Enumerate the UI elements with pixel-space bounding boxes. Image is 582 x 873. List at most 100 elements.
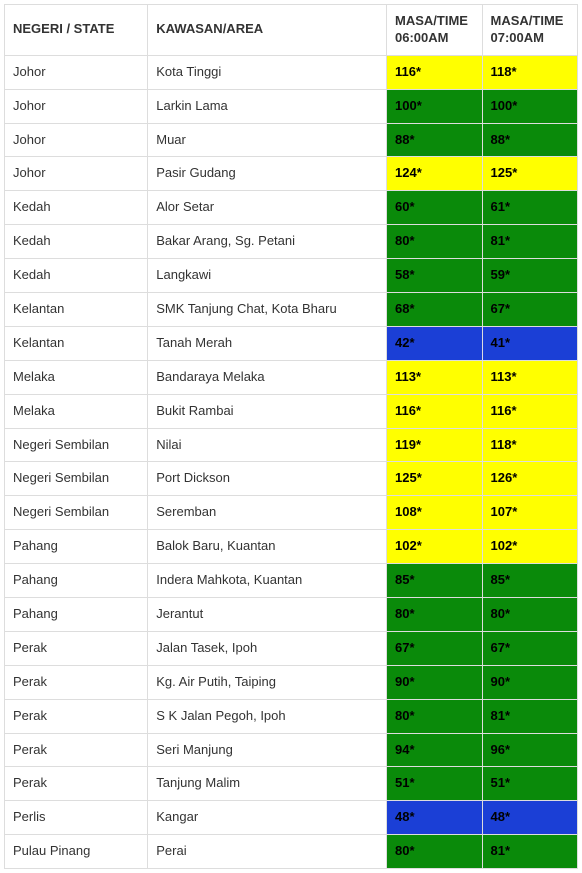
table-row: PerakTanjung Malim51*51* [5, 767, 578, 801]
table-row: Pulau PinangPerai80*81* [5, 835, 578, 869]
cell-t0700: 81* [482, 225, 578, 259]
cell-t0600: 60* [387, 191, 483, 225]
table-row: PerakKg. Air Putih, Taiping90*90* [5, 665, 578, 699]
cell-state: Pahang [5, 598, 148, 632]
cell-area: S K Jalan Pegoh, Ipoh [148, 699, 387, 733]
cell-t0700: 113* [482, 360, 578, 394]
cell-t0600: 124* [387, 157, 483, 191]
cell-t0600: 116* [387, 394, 483, 428]
cell-t0700: 48* [482, 801, 578, 835]
cell-t0600: 80* [387, 598, 483, 632]
cell-t0700: 59* [482, 259, 578, 293]
table-row: MelakaBandaraya Melaka113*113* [5, 360, 578, 394]
cell-state: Perak [5, 733, 148, 767]
cell-t0600: 80* [387, 835, 483, 869]
cell-state: Kelantan [5, 326, 148, 360]
table-row: JohorMuar88*88* [5, 123, 578, 157]
cell-t0600: 48* [387, 801, 483, 835]
cell-t0600: 58* [387, 259, 483, 293]
cell-area: SMK Tanjung Chat, Kota Bharu [148, 293, 387, 327]
table-row: JohorLarkin Lama100*100* [5, 89, 578, 123]
cell-state: Perak [5, 631, 148, 665]
cell-t0700: 80* [482, 598, 578, 632]
cell-area: Bakar Arang, Sg. Petani [148, 225, 387, 259]
cell-t0600: 85* [387, 564, 483, 598]
cell-t0700: 90* [482, 665, 578, 699]
cell-state: Kelantan [5, 293, 148, 327]
cell-t0600: 125* [387, 462, 483, 496]
cell-state: Perak [5, 699, 148, 733]
cell-t0600: 119* [387, 428, 483, 462]
table-row: JohorKota Tinggi116*118* [5, 55, 578, 89]
cell-state: Johor [5, 123, 148, 157]
cell-t0700: 118* [482, 55, 578, 89]
table-row: PahangBalok Baru, Kuantan102*102* [5, 530, 578, 564]
table-row: MelakaBukit Rambai116*116* [5, 394, 578, 428]
col-header-state: NEGERI / STATE [5, 5, 148, 56]
cell-area: Bukit Rambai [148, 394, 387, 428]
col-header-time-0600: MASA/TIME 06:00AM [387, 5, 483, 56]
cell-state: Melaka [5, 360, 148, 394]
cell-state: Negeri Sembilan [5, 428, 148, 462]
cell-t0600: 67* [387, 631, 483, 665]
cell-t0700: 126* [482, 462, 578, 496]
cell-state: Johor [5, 157, 148, 191]
cell-state: Pulau Pinang [5, 835, 148, 869]
cell-area: Bandaraya Melaka [148, 360, 387, 394]
cell-state: Johor [5, 55, 148, 89]
table-row: KelantanSMK Tanjung Chat, Kota Bharu68*6… [5, 293, 578, 327]
cell-t0700: 107* [482, 496, 578, 530]
cell-t0700: 61* [482, 191, 578, 225]
cell-t0700: 100* [482, 89, 578, 123]
api-readings-table: NEGERI / STATE KAWASAN/AREA MASA/TIME 06… [4, 4, 578, 869]
table-row: PerakJalan Tasek, Ipoh67*67* [5, 631, 578, 665]
cell-t0700: 96* [482, 733, 578, 767]
cell-state: Perak [5, 665, 148, 699]
table-header-row: NEGERI / STATE KAWASAN/AREA MASA/TIME 06… [5, 5, 578, 56]
cell-t0600: 80* [387, 699, 483, 733]
cell-area: Port Dickson [148, 462, 387, 496]
table-row: Negeri SembilanPort Dickson125*126* [5, 462, 578, 496]
cell-area: Kg. Air Putih, Taiping [148, 665, 387, 699]
table-row: KelantanTanah Merah42*41* [5, 326, 578, 360]
table-row: PerakS K Jalan Pegoh, Ipoh80*81* [5, 699, 578, 733]
col-header-time-0700: MASA/TIME 07:00AM [482, 5, 578, 56]
cell-t0600: 116* [387, 55, 483, 89]
table-row: PahangIndera Mahkota, Kuantan85*85* [5, 564, 578, 598]
table-row: KedahBakar Arang, Sg. Petani80*81* [5, 225, 578, 259]
cell-t0700: 116* [482, 394, 578, 428]
cell-t0700: 67* [482, 293, 578, 327]
cell-state: Pahang [5, 564, 148, 598]
cell-t0700: 102* [482, 530, 578, 564]
col-header-area: KAWASAN/AREA [148, 5, 387, 56]
table-row: KedahLangkawi58*59* [5, 259, 578, 293]
cell-area: Jerantut [148, 598, 387, 632]
table-row: PahangJerantut80*80* [5, 598, 578, 632]
cell-t0600: 100* [387, 89, 483, 123]
cell-area: Perai [148, 835, 387, 869]
cell-state: Perlis [5, 801, 148, 835]
cell-t0600: 108* [387, 496, 483, 530]
cell-state: Kedah [5, 225, 148, 259]
cell-area: Seremban [148, 496, 387, 530]
cell-state: Melaka [5, 394, 148, 428]
cell-t0600: 94* [387, 733, 483, 767]
table-row: PerlisKangar48*48* [5, 801, 578, 835]
table-row: Negeri SembilanSeremban108*107* [5, 496, 578, 530]
cell-t0600: 88* [387, 123, 483, 157]
cell-t0700: 51* [482, 767, 578, 801]
cell-area: Jalan Tasek, Ipoh [148, 631, 387, 665]
cell-t0700: 81* [482, 835, 578, 869]
cell-state: Kedah [5, 259, 148, 293]
cell-state: Kedah [5, 191, 148, 225]
cell-area: Tanah Merah [148, 326, 387, 360]
cell-area: Pasir Gudang [148, 157, 387, 191]
cell-state: Perak [5, 767, 148, 801]
cell-t0600: 80* [387, 225, 483, 259]
cell-t0600: 102* [387, 530, 483, 564]
cell-t0700: 81* [482, 699, 578, 733]
cell-area: Muar [148, 123, 387, 157]
table-row: JohorPasir Gudang124*125* [5, 157, 578, 191]
cell-t0600: 68* [387, 293, 483, 327]
cell-t0600: 42* [387, 326, 483, 360]
